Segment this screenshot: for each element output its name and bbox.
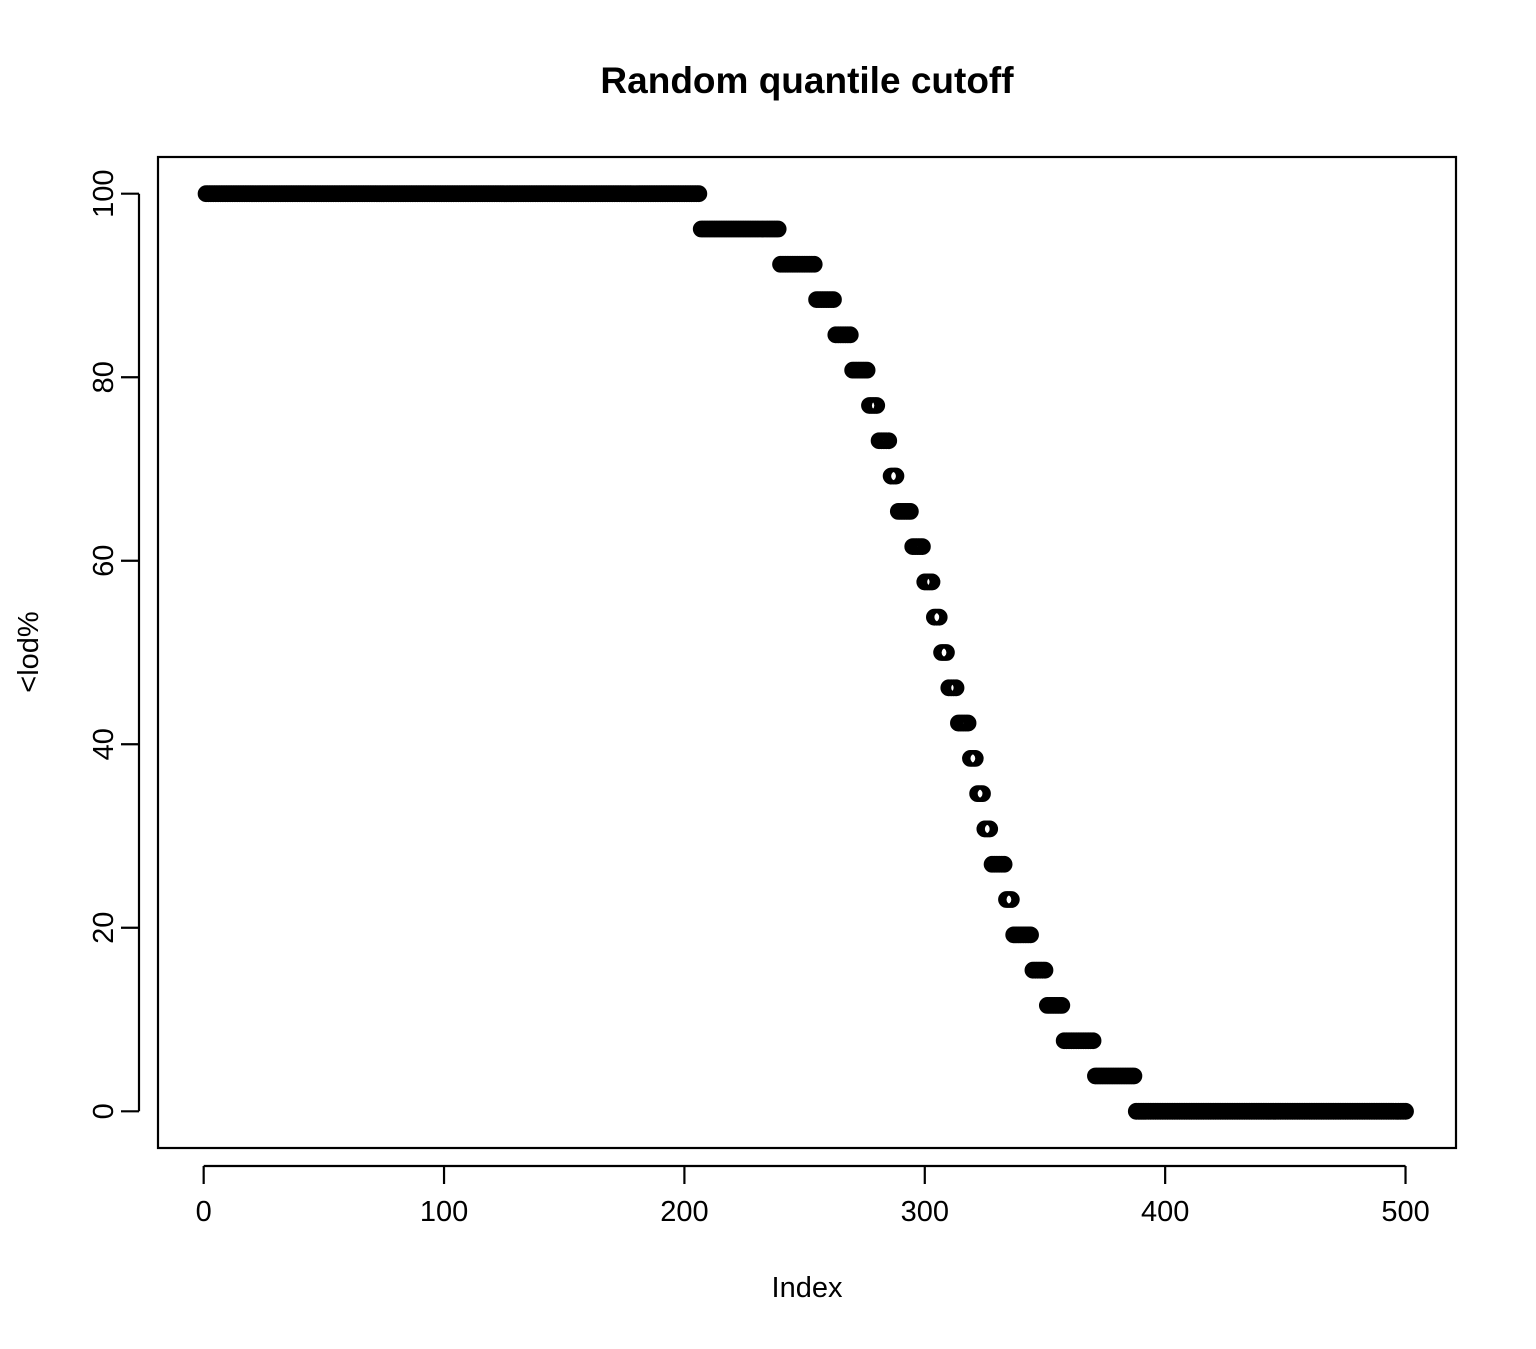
data-point xyxy=(923,573,941,591)
data-point xyxy=(887,467,905,485)
data-point xyxy=(825,291,842,308)
data-points xyxy=(197,185,1414,1120)
data-point xyxy=(974,785,991,803)
data-point xyxy=(858,361,876,379)
y-axis: 0 20 40 60 80 100 xyxy=(88,170,141,1119)
chart-title: Random quantile cutoff xyxy=(600,60,1014,101)
x-tick-label: 100 xyxy=(420,1196,468,1228)
data-point xyxy=(841,326,859,344)
data-point xyxy=(1036,961,1054,979)
data-point xyxy=(1397,1102,1414,1120)
data-point xyxy=(959,714,977,732)
plot-frame xyxy=(156,155,1458,1150)
x-tick-label: 200 xyxy=(660,1196,708,1228)
data-point xyxy=(947,679,965,697)
data-point xyxy=(938,644,955,661)
data-point xyxy=(880,432,898,450)
y-tick-label: 40 xyxy=(88,728,120,760)
data-point xyxy=(868,397,886,414)
x-tick-label: 300 xyxy=(901,1196,949,1228)
data-point xyxy=(1053,997,1071,1014)
y-tick-label: 80 xyxy=(88,361,120,393)
data-point xyxy=(913,538,931,556)
data-point xyxy=(995,855,1013,873)
data-point xyxy=(1002,891,1020,908)
y-tick-label: 20 xyxy=(88,912,120,944)
x-axis-label: Index xyxy=(772,1272,843,1304)
data-point xyxy=(690,185,708,203)
data-point xyxy=(1125,1067,1143,1085)
x-tick-label: 500 xyxy=(1381,1196,1429,1228)
y-tick-label: 60 xyxy=(88,545,120,577)
data-point xyxy=(930,608,948,626)
data-point xyxy=(901,502,919,520)
data-point xyxy=(1022,926,1039,944)
x-tick-label: 0 xyxy=(196,1196,212,1228)
data-point xyxy=(981,820,999,838)
y-tick-label: 0 xyxy=(88,1103,120,1119)
data-point xyxy=(769,220,787,238)
x-tick-label: 400 xyxy=(1141,1196,1189,1228)
data-point xyxy=(805,255,823,273)
y-tick-label: 100 xyxy=(88,170,120,218)
data-point xyxy=(966,749,984,767)
x-axis: 0 100 200 300 400 500 xyxy=(196,1164,1430,1228)
data-point xyxy=(1084,1032,1102,1050)
y-axis-label: <lod% xyxy=(13,611,45,692)
